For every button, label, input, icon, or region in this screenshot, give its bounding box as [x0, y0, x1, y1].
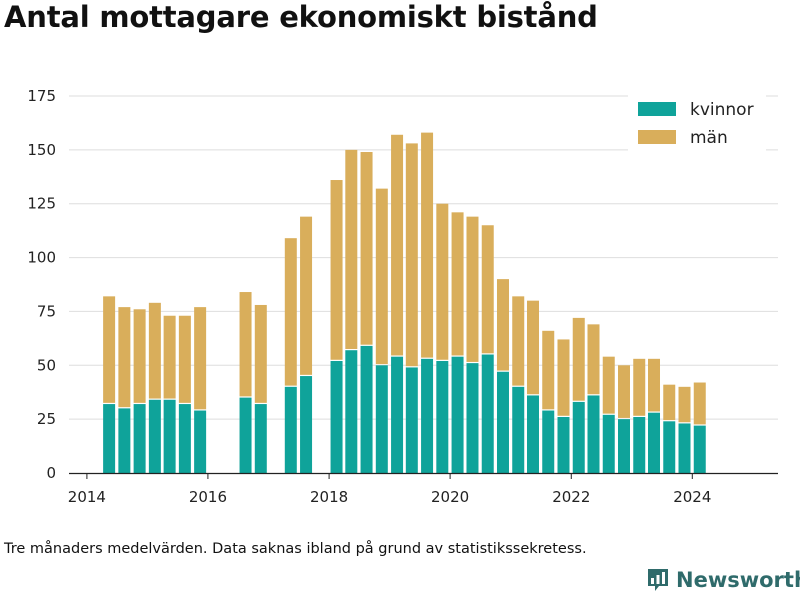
bar-kvinnor: [466, 363, 479, 473]
bar-kvinnor: [345, 350, 358, 473]
bar-kvinnor: [526, 395, 539, 473]
legend-label-kvinnor: kvinnor: [690, 100, 754, 120]
bar-kvinnor: [602, 414, 615, 473]
bar-män: [133, 309, 146, 403]
bar-män: [512, 296, 525, 386]
bar-kvinnor: [617, 419, 630, 473]
bar-kvinnor: [633, 416, 646, 473]
bar-kvinnor: [284, 386, 297, 473]
bar-kvinnor: [572, 401, 585, 473]
bar-kvinnor: [481, 354, 494, 473]
x-tick-label: 2014: [68, 488, 106, 506]
bar-män: [617, 365, 630, 418]
bar-kvinnor: [254, 404, 267, 473]
bar-män: [436, 203, 449, 360]
bar-män: [496, 279, 509, 371]
bar-män: [360, 152, 373, 345]
bar-kvinnor: [103, 404, 116, 473]
bar-män: [345, 149, 358, 350]
bar-kvinnor: [451, 356, 464, 473]
bar-män: [421, 132, 434, 358]
bar-kvinnor: [678, 423, 691, 473]
bar-kvinnor: [496, 371, 509, 473]
bar-män: [330, 180, 343, 360]
bar-män: [693, 382, 706, 425]
bar-män: [239, 292, 252, 397]
bar-kvinnor: [300, 376, 313, 473]
bar-män: [678, 386, 691, 423]
footnote: Tre månaders medelvärden. Data saknas ib…: [4, 541, 587, 557]
bar-kvinnor: [330, 360, 343, 473]
chart-title: Antal mottagare ekonomiskt bistånd: [4, 0, 598, 34]
bar-män: [103, 296, 116, 403]
bar-kvinnor: [118, 408, 131, 473]
bar-kvinnor: [557, 416, 570, 473]
bar-män: [648, 358, 661, 412]
bar-män: [163, 315, 176, 399]
bar-män: [284, 238, 297, 386]
legend-label-män: män: [690, 128, 728, 148]
bar-kvinnor: [405, 367, 418, 473]
bar-män: [148, 302, 161, 399]
brand-logo[interactable]: Newsworthy: [646, 567, 800, 593]
bar-män: [572, 317, 585, 401]
bar-kvinnor: [163, 399, 176, 473]
y-tick-label: 175: [27, 87, 56, 105]
bar-kvinnor: [391, 356, 404, 473]
bar-kvinnor: [239, 397, 252, 473]
bar-chart-logo-icon: [648, 569, 668, 591]
bar-män: [118, 307, 131, 408]
bar-kvinnor: [436, 360, 449, 473]
bar-kvinnor: [512, 386, 525, 473]
bar-män: [526, 300, 539, 395]
bar-män: [663, 384, 676, 421]
y-tick-label: 125: [27, 195, 56, 213]
bar-män: [375, 188, 388, 365]
bar-män: [300, 216, 313, 375]
bar-kvinnor: [663, 421, 676, 473]
bar-män: [391, 134, 404, 356]
legend-swatch-män: [638, 130, 676, 144]
y-tick-label: 25: [37, 410, 56, 428]
bar-kvinnor: [194, 410, 207, 473]
bar-kvinnor: [542, 410, 555, 473]
bar-kvinnor: [375, 365, 388, 473]
bar-kvinnor: [360, 345, 373, 473]
x-tick-label: 2022: [552, 488, 590, 506]
bar-män: [633, 358, 646, 416]
x-tick-label: 2024: [673, 488, 711, 506]
brand-name: Newsworthy: [676, 568, 800, 592]
bar-män: [405, 143, 418, 367]
bar-kvinnor: [133, 404, 146, 473]
axes: 0 25 50 75 100 125 150 175 2014 2016 2018 2020 2022 2…: [27, 87, 778, 506]
y-tick-label: 50: [37, 356, 56, 374]
bar-män: [254, 304, 267, 403]
bar-män: [451, 212, 464, 356]
bar-män: [557, 339, 570, 416]
bar-män: [466, 216, 479, 362]
bar-män: [602, 356, 615, 414]
x-tick-label: 2018: [310, 488, 348, 506]
bar-kvinnor: [693, 425, 706, 473]
x-tick-label: 2016: [189, 488, 227, 506]
y-tick-label: 100: [27, 249, 56, 267]
bar-kvinnor: [148, 399, 161, 473]
legend: kvinnor män: [628, 93, 766, 151]
bar-män: [178, 315, 191, 403]
bar-män: [542, 330, 555, 410]
y-tick-label: 75: [37, 302, 56, 320]
bar-kvinnor: [587, 395, 600, 473]
y-tick-label: 0: [46, 464, 56, 482]
bar-kvinnor: [421, 358, 434, 473]
bars: [103, 132, 706, 473]
legend-swatch-kvinnor: [638, 102, 676, 116]
y-tick-label: 150: [27, 141, 56, 159]
bar-kvinnor: [178, 404, 191, 473]
bar-män: [587, 324, 600, 395]
bar-män: [194, 307, 207, 410]
bar-män: [481, 225, 494, 354]
bar-kvinnor: [648, 412, 661, 473]
x-tick-label: 2020: [431, 488, 469, 506]
